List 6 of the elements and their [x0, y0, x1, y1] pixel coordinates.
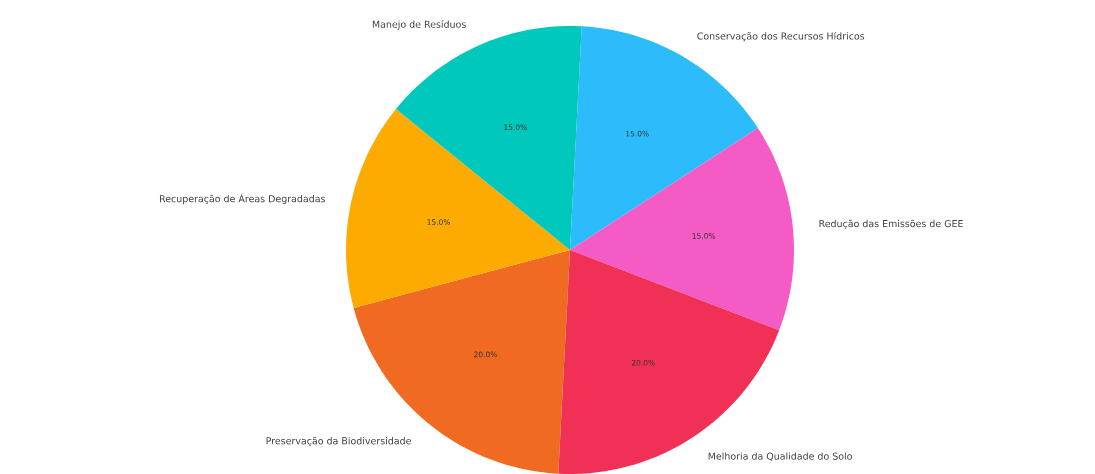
slice-label: Preservação da Biodiversidade [266, 436, 411, 447]
slice-label: Melhoria da Qualidade do Solo [708, 452, 852, 461]
slice-label: Conservação dos Recursos Hídricos [697, 31, 865, 42]
slice-label: Redução das Emissões de GEE [819, 219, 963, 229]
slice-label: Recuperação de Áreas Degradadas [159, 193, 326, 205]
slice-label: Manejo de Resíduos [372, 20, 466, 30]
